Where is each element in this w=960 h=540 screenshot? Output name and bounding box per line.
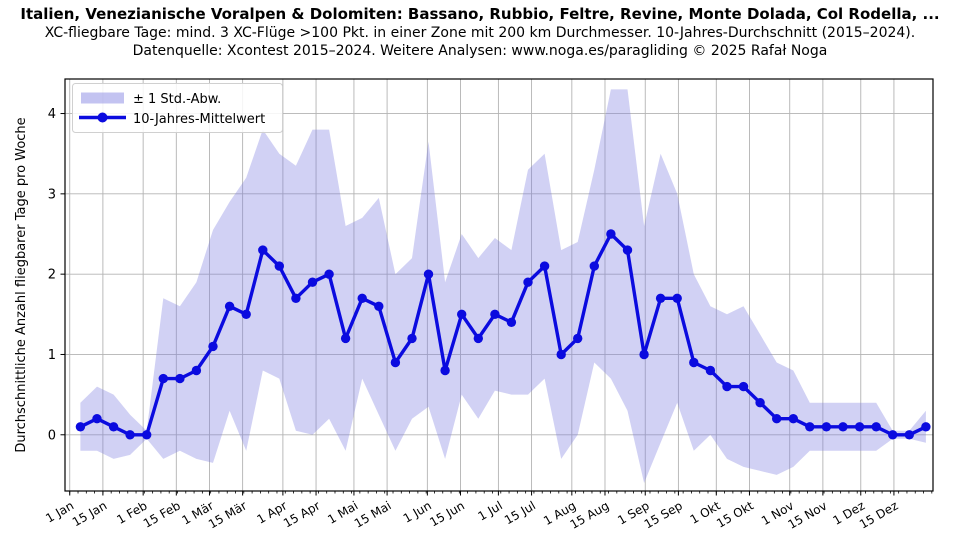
x-tick-label: 15 Sep (642, 498, 685, 531)
data-point-marker (539, 261, 550, 271)
data-point-marker (722, 381, 732, 392)
legend: ± 1 Std.-Abw. 10-Jahres-Mittelwert (72, 83, 283, 133)
x-tick-label: 15 Feb (141, 498, 183, 530)
data-point-marker (423, 269, 434, 279)
chart-title: Italien, Venezianische Voralpen & Dolomi… (20, 5, 940, 23)
data-point-marker (904, 430, 914, 440)
data-point-marker (556, 349, 566, 360)
x-tick-label: 1 Jul (475, 498, 504, 523)
y-tick-label: 0 (48, 428, 56, 443)
data-point-marker (357, 293, 367, 303)
data-point-marker (158, 373, 168, 384)
data-point-marker (142, 430, 152, 440)
x-tick-label: 15 Nov (786, 498, 830, 531)
data-point-marker (291, 293, 301, 303)
legend-band-label: ± 1 Std.-Abw. (133, 92, 221, 107)
y-tick-label: 2 (48, 268, 56, 283)
data-point-marker (705, 365, 716, 376)
data-point-marker (390, 357, 401, 368)
x-tick-label: 15 Dez (857, 498, 900, 531)
data-point-marker (854, 422, 865, 432)
data-point-marker (473, 333, 483, 344)
data-point-marker (788, 414, 798, 424)
x-tick-label: 15 Jun (427, 498, 467, 529)
data-point-marker (92, 414, 102, 424)
data-point-marker (125, 430, 135, 440)
mean-markers (75, 229, 931, 440)
data-point-marker (490, 309, 500, 319)
x-tick-label: 15 Jan (70, 498, 110, 529)
legend-line-marker-icon (97, 112, 108, 123)
plot-border (64, 78, 934, 492)
data-point-marker (75, 422, 86, 432)
data-point-marker (324, 269, 334, 279)
data-point-marker (589, 261, 599, 271)
chart-source-line: Datenquelle: Xcontest 2015–2024. Weitere… (132, 43, 828, 59)
data-point-marker (340, 333, 351, 344)
data-point-marker (191, 365, 202, 376)
data-point-marker (821, 422, 832, 432)
data-point-marker (274, 261, 284, 271)
data-point-marker (755, 398, 765, 408)
axis-ticks (60, 113, 933, 496)
x-tick-label: 15 Mai (352, 498, 394, 530)
x-tick-label: 15 Apr (281, 498, 323, 530)
x-tick-label: 15 Aug (568, 498, 612, 531)
y-tick-labels: 0 1 2 3 4 (48, 107, 56, 443)
data-point-marker (622, 245, 633, 255)
chart-header: Italien, Venezianische Voralpen & Dolomi… (0, 5, 960, 60)
data-point-marker (374, 301, 384, 311)
data-point-marker (307, 277, 318, 287)
std-band (80, 89, 926, 484)
data-point-marker (457, 309, 467, 319)
data-point-marker (573, 333, 583, 344)
data-point-marker (921, 422, 931, 432)
data-point-marker (838, 422, 848, 432)
x-tick-label: 15 Mär (206, 498, 249, 531)
data-point-marker (772, 414, 782, 424)
legend-box (72, 83, 283, 133)
y-tick-label: 4 (48, 107, 56, 122)
x-tick-label: 15 Jul (502, 498, 538, 527)
chart-subtitle: XC-fliegbare Tage: mind. 3 XC-Flüge >100… (44, 25, 916, 41)
data-point-marker (639, 349, 649, 360)
data-point-marker (258, 245, 268, 255)
data-point-marker (606, 229, 616, 239)
data-point-marker (440, 365, 450, 376)
y-tick-label: 1 (48, 348, 56, 363)
y-axis-label: Durchschnittliche Anzahl fliegbarer Tage… (14, 117, 29, 452)
legend-band-swatch (81, 92, 124, 104)
data-point-marker (175, 373, 185, 384)
data-point-marker (738, 381, 749, 392)
data-point-marker (805, 422, 815, 432)
data-point-marker (224, 301, 235, 311)
data-point-marker (208, 341, 218, 352)
data-point-marker (871, 422, 881, 432)
data-point-marker (506, 317, 517, 327)
data-point-marker (108, 422, 119, 432)
data-point-marker (888, 430, 898, 440)
data-point-marker (689, 357, 699, 368)
data-point-marker (523, 277, 533, 287)
legend-line-label: 10-Jahres-Mittelwert (133, 112, 265, 127)
x-tick-label: 15 Okt (714, 498, 756, 530)
y-tick-label: 3 (48, 187, 56, 202)
data-point-marker (672, 293, 682, 303)
data-point-marker (655, 293, 666, 303)
data-point-marker (241, 309, 251, 319)
data-point-marker (407, 333, 417, 344)
mean-line (79, 232, 927, 437)
